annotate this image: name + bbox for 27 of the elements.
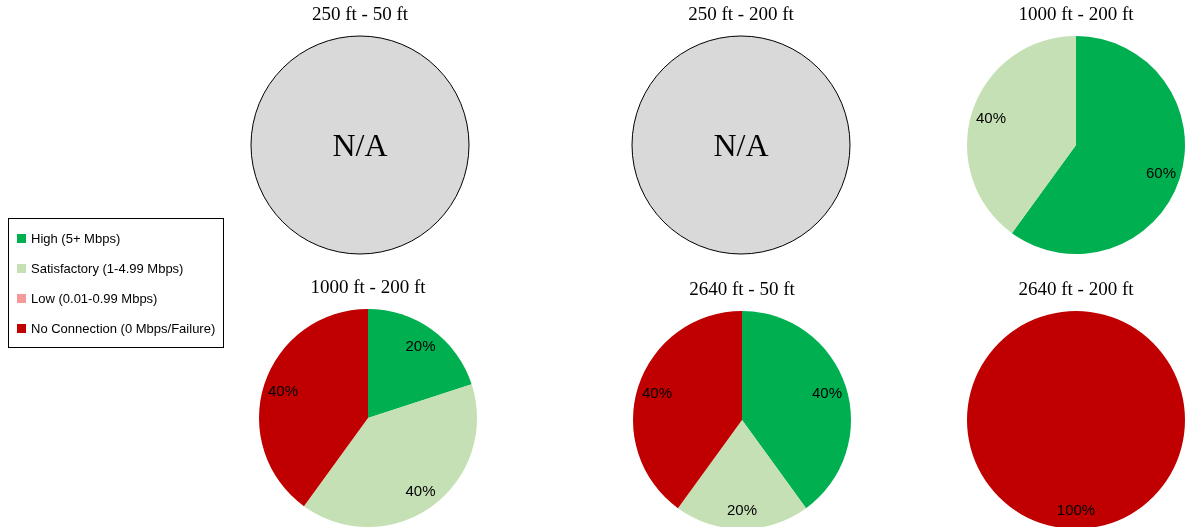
pie-slice bbox=[259, 309, 368, 507]
pie-slice bbox=[368, 309, 472, 418]
data-label: 40% bbox=[267, 381, 299, 399]
data-label: 60% bbox=[1145, 164, 1177, 182]
data-label: 20% bbox=[726, 500, 758, 518]
chart-title: 2640 ft - 50 ft bbox=[688, 278, 796, 300]
data-label: 40% bbox=[641, 383, 673, 401]
legend-label: High (5+ Mbps) bbox=[31, 230, 121, 246]
legend-label: Satisfactory (1-4.99 Mbps) bbox=[31, 260, 184, 276]
chart-title: 2640 ft - 200 ft bbox=[1017, 278, 1135, 300]
text: 250 ft - 50 ft bbox=[310, 3, 409, 25]
data-label: 40% bbox=[811, 383, 843, 401]
text: 1000 ft - 200 ft bbox=[309, 276, 427, 298]
data-label: 20% bbox=[405, 337, 436, 355]
chart-title: 1000 ft - 200 ft bbox=[1017, 3, 1135, 25]
data-label: 40% bbox=[405, 481, 436, 499]
text: N/A bbox=[713, 127, 769, 163]
data-label: 40% bbox=[975, 108, 1007, 126]
legend-label: No Connection (0 Mbps/Failure) bbox=[31, 320, 216, 336]
data-label: 100% bbox=[1056, 500, 1096, 518]
pie-slice bbox=[303, 384, 477, 527]
text: N/A bbox=[332, 127, 388, 163]
pie-slice bbox=[1011, 36, 1185, 254]
pie-slice bbox=[677, 420, 807, 527]
pie-slice bbox=[967, 36, 1076, 234]
legend-label: Low (0.01-0.99 Mbps) bbox=[31, 290, 158, 306]
text: 250 ft - 200 ft bbox=[687, 3, 795, 25]
